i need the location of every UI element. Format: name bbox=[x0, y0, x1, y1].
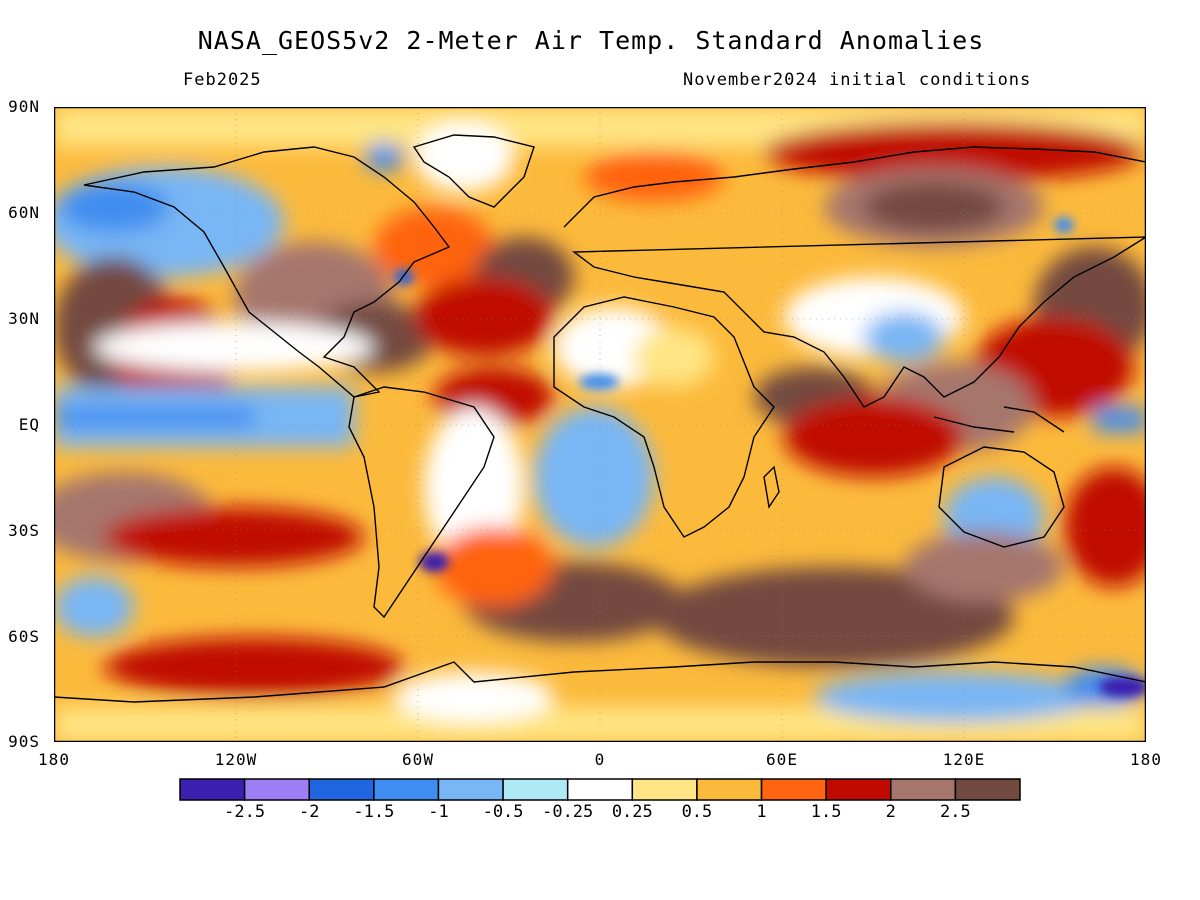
colorbar-swatch bbox=[760, 778, 827, 801]
colorbar-swatch bbox=[631, 778, 698, 801]
anomaly-detail bbox=[394, 217, 1146, 697]
lon-label-60w: 60W bbox=[402, 750, 434, 769]
colorbar-label: -2 bbox=[298, 802, 320, 822]
lon-label-180e: 180 bbox=[1130, 750, 1162, 769]
colorbar-swatch bbox=[437, 778, 504, 801]
lat-label-30s: 30S bbox=[8, 521, 40, 540]
lon-label-60e: 60E bbox=[766, 750, 798, 769]
lat-label-60s: 60S bbox=[8, 627, 40, 646]
lon-label-120e: 120E bbox=[942, 750, 986, 769]
colorbar-swatch bbox=[825, 778, 892, 801]
lat-label-90n: 90N bbox=[8, 97, 40, 116]
colorbar-label: 2 bbox=[885, 802, 896, 822]
colorbar bbox=[179, 778, 1021, 801]
colorbar-swatch bbox=[890, 778, 957, 801]
colorbar-swatch bbox=[954, 778, 1021, 801]
colorbar-swatch bbox=[373, 778, 440, 801]
colorbar-label: 0.25 bbox=[611, 802, 653, 822]
anomaly-map bbox=[54, 107, 1146, 742]
colorbar-swatch bbox=[243, 778, 310, 801]
lat-label-90s: 90S bbox=[8, 732, 40, 751]
forecast-month: Feb2025 bbox=[183, 70, 262, 90]
lon-label-0: 0 bbox=[594, 750, 606, 769]
lat-label-30n: 30N bbox=[8, 309, 40, 328]
colorbar-label: 1 bbox=[756, 802, 767, 822]
colorbar-label: -2.5 bbox=[224, 802, 266, 822]
colorbar-label: 0.5 bbox=[681, 802, 713, 822]
colorbar-label: 1.5 bbox=[810, 802, 842, 822]
colorbar-swatch bbox=[566, 778, 634, 801]
colorbar-swatch bbox=[179, 778, 246, 801]
colorbar-swatch bbox=[696, 778, 763, 801]
colorbar-label: 2.5 bbox=[940, 802, 971, 822]
colorbar-label: -0.5 bbox=[482, 802, 524, 822]
lon-label-180w: 180 bbox=[38, 750, 70, 769]
lat-label-60n: 60N bbox=[8, 203, 40, 222]
colorbar-swatch bbox=[502, 778, 569, 801]
map-frame bbox=[54, 107, 1146, 742]
colorbar-label: -0.25 bbox=[542, 802, 594, 822]
lon-label-120w: 120W bbox=[214, 750, 258, 769]
chart-title: NASA_GEOS5v2 2-Meter Air Temp. Standard … bbox=[197, 26, 985, 55]
coastlines bbox=[54, 134, 1146, 703]
graticule bbox=[54, 107, 1146, 742]
initial-conditions: November2024 initial conditions bbox=[683, 70, 1032, 90]
colorbar-label: -1 bbox=[428, 802, 449, 822]
lat-label-eq: EQ bbox=[18, 415, 40, 434]
colorbar-swatch bbox=[308, 778, 375, 801]
colorbar-label: -1.5 bbox=[353, 802, 395, 822]
